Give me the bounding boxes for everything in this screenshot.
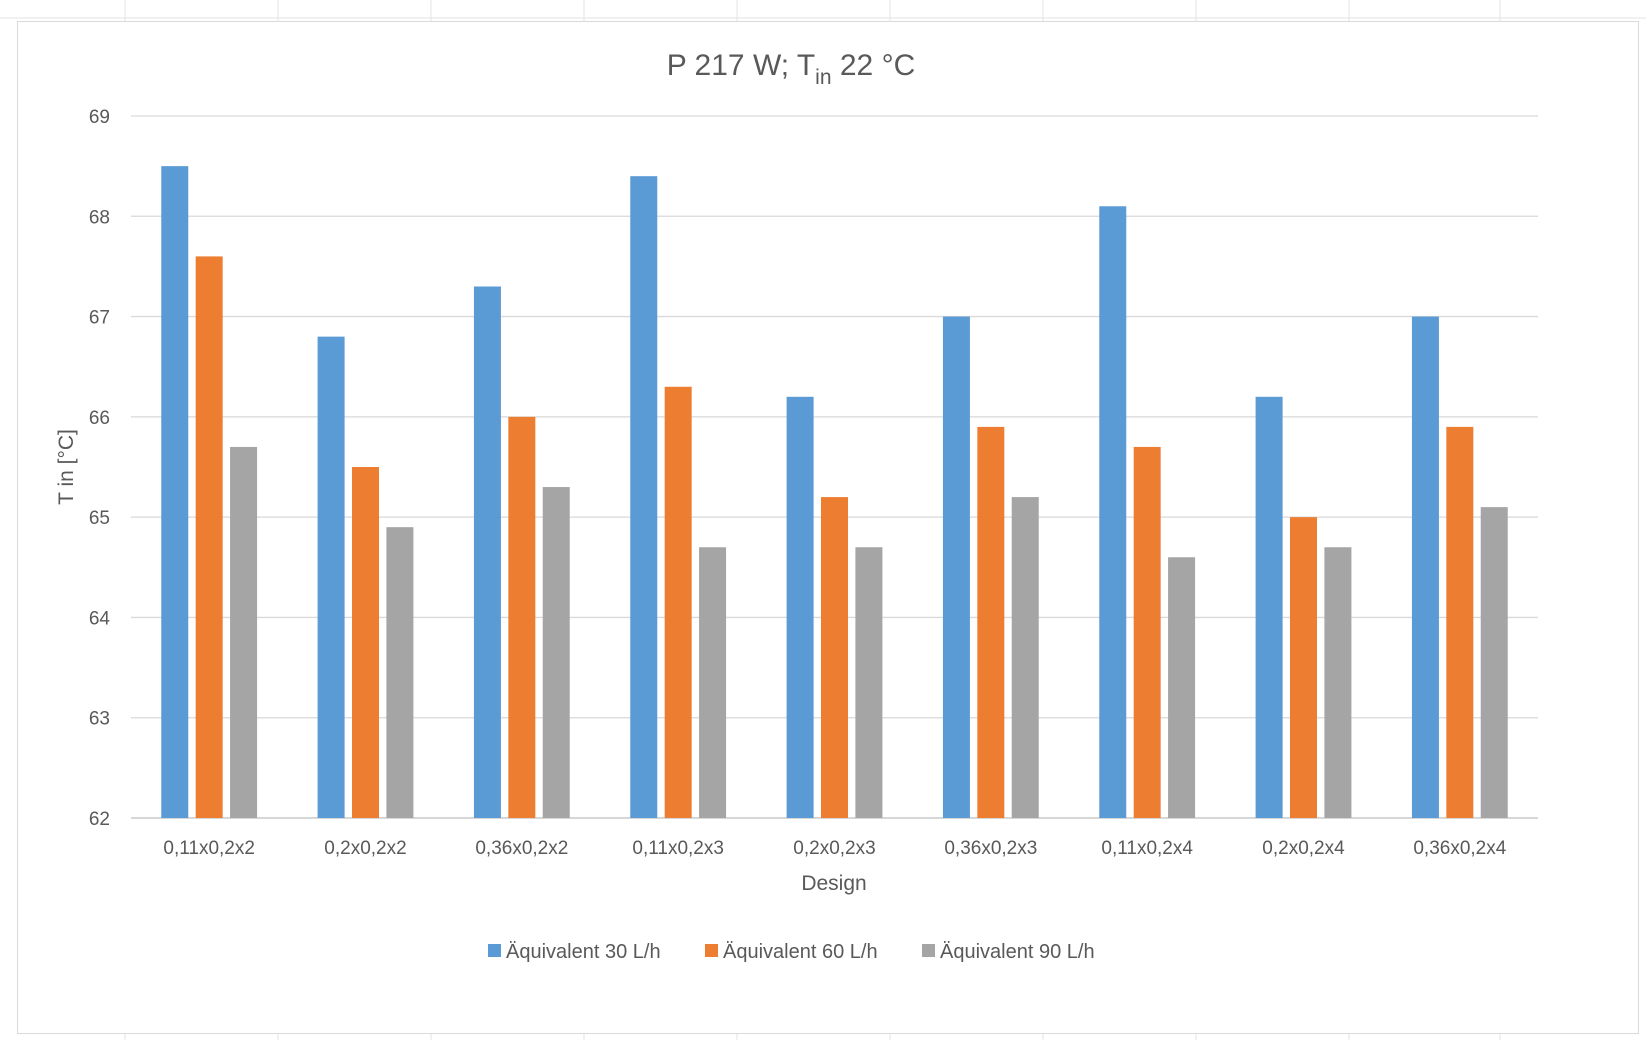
bar-chart: P 217 W; Tin 22 °C 62 63 64 65 66 67 68 69 0,11…	[55, 49, 1538, 963]
x-tick-label: 0,11x0,2x2	[163, 838, 255, 859]
bar	[821, 497, 848, 818]
x-tick-label: 0,11x0,2x3	[632, 838, 724, 859]
bar	[664, 386, 692, 818]
bar	[1411, 316, 1439, 818]
x-axis-title: Design	[801, 872, 866, 895]
bar	[1133, 446, 1161, 818]
bar	[542, 487, 570, 818]
legend-label: Äquivalent 30 L/h	[506, 941, 661, 963]
bar	[1168, 557, 1196, 818]
x-tick-label: 0,36x0,2x2	[475, 838, 568, 859]
y-axis-ticks: 62 63 64 65 66 67 68 69	[89, 107, 111, 830]
bar	[977, 426, 1005, 818]
x-tick-label: 0,36x0,2x3	[944, 838, 1037, 859]
bar	[1255, 396, 1283, 818]
y-tick-label: 67	[89, 308, 110, 329]
bar	[855, 547, 883, 818]
bar	[1324, 547, 1352, 818]
y-tick-label: 66	[89, 408, 110, 429]
bar	[786, 396, 814, 818]
bar	[508, 416, 536, 818]
x-tick-label: 0,2x0,2x4	[1262, 838, 1345, 859]
bar	[386, 527, 414, 818]
y-tick-label: 62	[89, 809, 110, 830]
y-axis-title: T in [°C]	[55, 429, 78, 505]
legend-label: Äquivalent 90 L/h	[940, 941, 1095, 963]
bars	[161, 166, 1508, 819]
chart-title: P 217 W; Tin 22 °C	[667, 49, 915, 89]
y-tick-label: 68	[89, 207, 110, 228]
legend-swatch	[488, 944, 501, 957]
bar	[230, 446, 258, 818]
x-tick-label: 0,2x0,2x3	[793, 838, 875, 859]
legend-label: Äquivalent 60 L/h	[723, 941, 878, 963]
bar	[1446, 426, 1474, 818]
bar	[317, 336, 345, 818]
x-axis-ticks: 0,11x0,2x2 0,2x0,2x2 0,36x0,2x2 0,11x0,2x3 0…	[163, 838, 1506, 859]
x-tick-label: 0,11x0,2x4	[1101, 838, 1193, 859]
bar	[1290, 517, 1317, 818]
bar	[1480, 507, 1508, 818]
legend: Äquivalent 30 L/h Äquivalent 60 L/h Äquiva…	[488, 941, 1095, 963]
legend-swatch	[922, 944, 935, 957]
bar	[161, 166, 189, 819]
bar	[942, 316, 970, 818]
bar	[195, 256, 223, 818]
chart-area[interactable]: P 217 W; Tin 22 °C 62 63 64 65 66 67 68 69 0,11…	[17, 21, 1639, 1034]
bar	[630, 176, 658, 818]
y-tick-label: 63	[89, 709, 110, 730]
bar	[1011, 497, 1039, 818]
legend-swatch	[705, 944, 718, 957]
bar	[1099, 206, 1127, 818]
bar	[699, 547, 727, 818]
x-tick-label: 0,36x0,2x4	[1413, 838, 1506, 859]
y-tick-label: 65	[89, 508, 110, 529]
x-tick-label: 0,2x0,2x2	[324, 838, 406, 859]
y-tick-label: 64	[89, 608, 111, 629]
y-tick-label: 69	[89, 107, 110, 128]
bar	[352, 467, 379, 818]
bar	[473, 286, 501, 818]
